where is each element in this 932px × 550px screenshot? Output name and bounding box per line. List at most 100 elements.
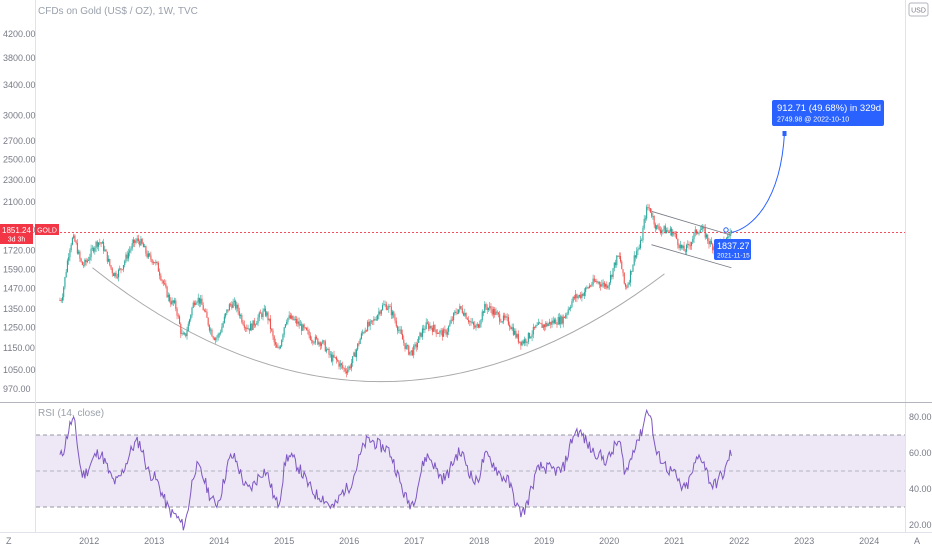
candle-body xyxy=(267,312,269,321)
candle-body xyxy=(242,322,244,325)
candle-body xyxy=(664,226,666,234)
candle-body xyxy=(287,317,289,323)
candle-body xyxy=(636,250,638,258)
candle-body xyxy=(103,241,105,251)
price-label-value: 1851.24 xyxy=(2,226,31,235)
candle-body xyxy=(337,359,339,362)
candle-body xyxy=(293,319,295,321)
candle-body xyxy=(246,327,248,330)
candle-body xyxy=(170,301,172,305)
candle-body xyxy=(450,319,452,324)
candle-body xyxy=(561,316,563,324)
candle-body xyxy=(695,229,698,234)
candle-body xyxy=(114,272,116,276)
candle-body xyxy=(415,344,417,348)
candle-body xyxy=(357,343,359,350)
projection-curve[interactable] xyxy=(731,132,785,233)
candle-body xyxy=(191,307,193,316)
candle-body xyxy=(418,336,420,343)
candle-body xyxy=(661,230,663,233)
symbol-label-box xyxy=(35,224,59,235)
candle-body xyxy=(230,304,232,306)
candle-body xyxy=(436,333,438,334)
candle-body xyxy=(708,240,710,245)
candle-body xyxy=(527,332,529,342)
candle-body xyxy=(520,341,522,346)
candle-body xyxy=(261,313,263,317)
candle-body xyxy=(492,309,495,315)
descending-channel-drawing[interactable] xyxy=(651,210,732,269)
auto-scale-button[interactable]: A xyxy=(914,536,920,546)
rsi-legend[interactable]: RSI (14, close) xyxy=(38,408,104,419)
candle-body xyxy=(546,323,548,326)
candle-body xyxy=(555,319,557,325)
candle-body xyxy=(207,317,209,326)
candle-body xyxy=(374,319,376,320)
candle-body xyxy=(507,317,509,325)
candle-body xyxy=(104,249,106,251)
candle-body xyxy=(233,300,235,303)
price-tick-label: 2700.00 xyxy=(3,136,36,146)
price-tick-label: 1720.00 xyxy=(3,245,36,255)
candle-body xyxy=(689,245,691,247)
cup-arc-drawing[interactable] xyxy=(92,267,665,383)
target-annotation[interactable]: 912.71 (49.68%) in 329d 1h 2749.98 @ 202… xyxy=(772,100,894,136)
candle-body xyxy=(479,324,481,328)
channel-lower-line[interactable] xyxy=(651,244,732,269)
candle-body xyxy=(631,270,633,272)
candle-body xyxy=(683,245,685,251)
candle-body xyxy=(272,330,274,337)
channel-upper-line[interactable] xyxy=(651,210,732,236)
candle-body xyxy=(235,300,237,309)
candle-body xyxy=(236,304,238,309)
candle-body xyxy=(551,320,553,325)
candle-body xyxy=(353,352,355,357)
candle-body xyxy=(193,302,196,305)
candle-body xyxy=(188,319,191,324)
price-tick-label: 1350.00 xyxy=(3,304,36,314)
candle-body xyxy=(627,284,629,288)
candle-body xyxy=(73,235,75,239)
anchor-annotation[interactable]: 1837.27 2021-11-15 xyxy=(714,227,751,260)
chart-legend[interactable]: CFDs on Gold (US$ / OZ), 1W, TVC xyxy=(38,6,198,17)
anchor-handle[interactable] xyxy=(723,227,729,233)
candle-body xyxy=(420,332,422,337)
zoom-reset-button[interactable]: Z xyxy=(6,536,12,546)
candle-body xyxy=(339,363,341,367)
candle-body xyxy=(208,325,210,331)
candle-body xyxy=(705,234,708,238)
candle-body xyxy=(277,347,279,349)
candle-body xyxy=(387,308,389,310)
price-tick-label: 2500.00 xyxy=(3,155,36,165)
candle-body xyxy=(659,229,661,233)
candle-body xyxy=(624,283,627,287)
candle-body xyxy=(500,321,502,323)
target-marker[interactable] xyxy=(782,131,787,136)
candle-body xyxy=(444,329,446,331)
candle-body xyxy=(532,326,534,335)
rsi-axis[interactable]: 20.00 40.00 60.00 80.00 xyxy=(909,412,932,530)
candle-body xyxy=(243,324,245,328)
rsi-series-line xyxy=(59,408,732,531)
candle-body xyxy=(651,212,653,217)
candle-body xyxy=(676,233,678,239)
candle-body xyxy=(294,319,296,320)
candle-body xyxy=(713,247,715,251)
candle-body xyxy=(94,247,96,252)
candle-body xyxy=(697,232,699,234)
candle-body xyxy=(101,241,103,244)
candle-body xyxy=(545,323,547,328)
time-tick-label: 2024 xyxy=(859,536,879,546)
candle-body xyxy=(183,333,186,335)
candle-body xyxy=(375,319,377,321)
time-axis[interactable]: 2012 2013 2014 2015 2016 2017 2018 2019 2020 2021… xyxy=(79,536,879,546)
candle-body xyxy=(288,315,290,318)
candle-body xyxy=(370,320,372,322)
candle-body xyxy=(698,232,700,234)
currency-badge[interactable] xyxy=(908,2,929,17)
candle-body xyxy=(480,319,482,325)
candle-body xyxy=(201,298,203,305)
candle-body xyxy=(608,282,610,286)
candle-body xyxy=(347,369,349,374)
